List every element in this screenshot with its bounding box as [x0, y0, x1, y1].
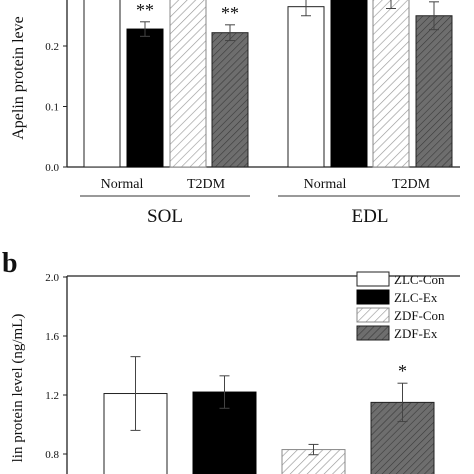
a-sol-bar-zlc-con — [83, 0, 121, 168]
panel-a-ylabel: Apelin protein leve — [10, 16, 27, 140]
b-ytick-label-0-8: 0.8 — [45, 449, 59, 461]
a-sol-bar-zdf-con — [169, 0, 207, 168]
panel-b-yticks: 0.8 1.2 1.6 2.0 — [45, 272, 67, 461]
panel-a-bars: ** ** — [83, 0, 453, 168]
a-ytick-label-0-0: 0.0 — [45, 162, 59, 174]
b-ytick-label-2-0: 2.0 — [45, 272, 59, 284]
legend-label-zdf-con: ZDF-Con — [394, 308, 445, 323]
legend-swatch-zdf-con — [356, 307, 390, 323]
edl-t2dm-label: T2DM — [392, 177, 431, 192]
edl-group-label: EDL — [352, 206, 389, 227]
a-sol-significance-zdf-ex: ** — [221, 3, 239, 23]
panel-a-yticks: 0.0 0.1 0.2 — [45, 41, 67, 174]
legend-label-zdf-ex: ZDF-Ex — [394, 326, 438, 341]
b-significance-zdf-ex: * — [398, 361, 407, 381]
a-sol-significance-zlc-ex: ** — [136, 0, 154, 20]
a-ytick-label-0-2: 0.2 — [45, 41, 59, 53]
a-edl-bar-zlc-ex — [330, 0, 368, 168]
a-edl-bar-zdf-con — [372, 0, 410, 168]
sol-group-label: SOL — [147, 206, 183, 227]
a-ytick-label-0-1: 0.1 — [45, 102, 59, 114]
sol-t2dm-label: T2DM — [187, 177, 226, 192]
a-sol-bar-zdf-ex — [211, 32, 249, 168]
legend-label-zlc-con: ZLC-Con — [394, 272, 445, 287]
legend-label-zlc-ex: ZLC-Ex — [394, 290, 438, 305]
a-edl-bar-zlc-con — [287, 6, 325, 168]
panel-a: Apelin protein leve 0.0 0.1 0.2 ** ** Norma… — [10, 0, 460, 227]
legend-swatch-zlc-con — [356, 271, 390, 287]
legend-swatch-zdf-ex — [356, 325, 390, 341]
a-sol-bar-zlc-ex — [126, 28, 164, 168]
b-ytick-label-1-2: 1.2 — [45, 390, 59, 402]
sol-normal-label: Normal — [101, 177, 144, 192]
panel-b: b lin protein level (ng/mL) 0.8 1.2 1.6 2.0… — [2, 248, 460, 474]
b-ytick-label-1-6: 1.6 — [45, 331, 59, 343]
panel-b-letter: b — [2, 248, 18, 279]
a-edl-bar-zdf-ex — [415, 15, 453, 168]
panel-b-ylabel: lin protein level (ng/mL) — [10, 314, 26, 463]
legend-swatch-zlc-ex — [356, 289, 390, 305]
panel-b-bars: * — [103, 356, 435, 474]
legend: ZLC-Con ZLC-Ex ZDF-Con ZDF-Ex — [356, 271, 445, 341]
edl-normal-label: Normal — [304, 177, 347, 192]
